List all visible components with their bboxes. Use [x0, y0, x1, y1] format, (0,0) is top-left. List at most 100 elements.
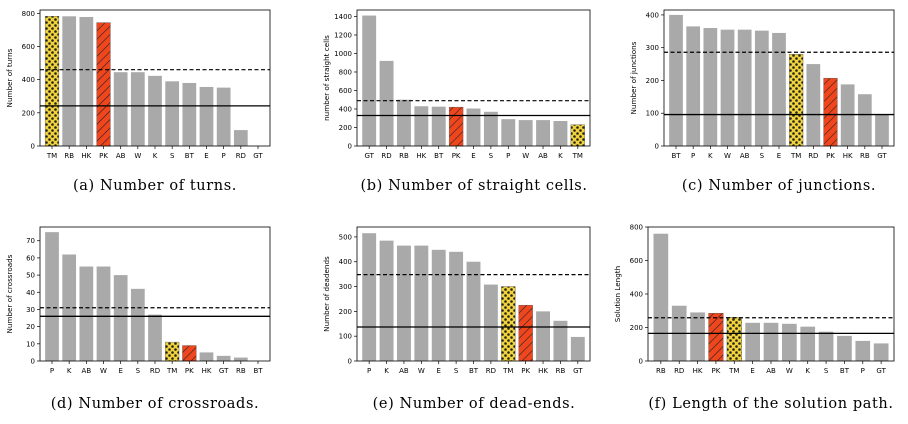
chart-panel-e: P K AB W E S BT RD TM PK HK RB GT0100200300400500Num… — [322, 226, 591, 412]
bar-tm — [165, 341, 180, 362]
x-tick-label: TM — [728, 367, 739, 375]
y-tick-label: 800 — [22, 10, 35, 18]
x-tick-label: RB — [399, 152, 409, 160]
y-tick-label: 100 — [339, 333, 352, 341]
bar-ab — [79, 266, 94, 361]
x-tick-label: GT — [364, 152, 374, 160]
x-tick-label: BT — [253, 367, 263, 375]
x-tick-label: P — [861, 367, 865, 375]
bar-s — [818, 331, 834, 361]
bar-w — [518, 120, 533, 146]
x-tick-label: E — [204, 152, 208, 160]
x-tick-label: PK — [452, 152, 461, 160]
x-tick-label: S — [824, 367, 829, 375]
y-tick-label: 200 — [339, 124, 352, 132]
bar-bt — [669, 14, 683, 146]
bar-e — [113, 275, 128, 361]
axes-frame — [39, 9, 271, 147]
y-tick-label: 50 — [26, 272, 35, 280]
y-tick-label: 600 — [339, 87, 352, 95]
x-tick-label: S — [136, 367, 141, 375]
x-tick-label: S — [170, 152, 175, 160]
y-tick-label: 200 — [630, 324, 643, 332]
x-tick-label: HK — [416, 152, 426, 160]
x-tick-label: BT — [185, 152, 195, 160]
bar-e — [772, 32, 786, 146]
y-tick-label: 0 — [639, 358, 643, 366]
chart-panel-f: RB RD HK PK TM E AB W K S BT P GT 0 200 400 600 800 Soluti… — [613, 224, 895, 412]
bar-s — [130, 288, 145, 361]
x-tick-label: AB — [399, 367, 409, 375]
caption: (f) Length of the solution path. — [648, 396, 893, 412]
y-axis-label: Solution Length — [613, 266, 622, 322]
x-tick-label: AB — [766, 367, 776, 375]
x-tick-label: RB — [860, 152, 870, 160]
bar-rb — [233, 357, 248, 361]
y-tick-label: 0 — [348, 143, 352, 151]
bar-k — [703, 28, 718, 147]
x-tick-label: BT — [671, 152, 681, 160]
bar-s — [754, 30, 769, 146]
y-axis-label: Number of deadends — [322, 256, 331, 332]
y-tick-label: 10 — [26, 340, 35, 348]
bar-ab — [763, 322, 779, 361]
y-tick-label: 30 — [26, 306, 35, 314]
x-tick-label: P — [50, 367, 54, 375]
bar-p — [501, 119, 516, 146]
bar-k — [379, 240, 394, 361]
x-tick-label: BT — [469, 367, 479, 375]
bar-w — [720, 29, 735, 146]
x-tick-label: HK — [538, 367, 548, 375]
x-tick-label: PK — [185, 367, 194, 375]
y-tick-label: 70 — [26, 237, 35, 245]
x-tick-label: AB — [740, 152, 750, 160]
x-tick-label: RD — [150, 367, 160, 375]
x-tick-label: TM — [790, 152, 801, 160]
y-tick-label: 200 — [22, 109, 35, 117]
y-tick-label: 300 — [646, 44, 659, 52]
y-tick-label: 600 — [22, 43, 35, 51]
bar-e — [466, 108, 481, 146]
y-tick-label: 1400 — [334, 13, 352, 21]
y-tick-label: 0 — [31, 358, 35, 366]
x-tick-label: BT — [840, 367, 850, 375]
y-tick-label: 40 — [26, 289, 35, 297]
bar-rb — [653, 233, 669, 361]
caption: (c) Number of junctions. — [682, 178, 876, 194]
bar-hk — [199, 352, 214, 361]
x-tick-label: K — [67, 367, 72, 375]
y-tick-label: 400 — [630, 291, 643, 299]
y-tick-label: 0 — [655, 143, 659, 151]
bar-k — [148, 75, 162, 146]
axes-frame — [356, 9, 591, 147]
bar-gt — [570, 336, 585, 361]
bar-pk — [182, 345, 197, 362]
bar-hk — [414, 106, 429, 146]
x-tick-label: RB — [656, 367, 666, 375]
x-tick-label: W — [786, 367, 793, 375]
x-tick-label: S — [489, 152, 494, 160]
bar-p — [362, 233, 377, 361]
x-tick-label: RB — [556, 367, 566, 375]
axes-frame — [356, 226, 591, 362]
x-tick-label: RD — [808, 152, 818, 160]
x-tick-label: GT — [253, 152, 263, 160]
x-tick-label: RB — [236, 367, 246, 375]
x-tick-label: E — [437, 367, 441, 375]
x-tick-label: P — [367, 367, 371, 375]
bar-e — [199, 86, 214, 146]
bar-rb — [857, 94, 872, 146]
bar-k — [800, 326, 816, 361]
bar-rb — [553, 320, 568, 361]
bar-pk — [96, 22, 111, 147]
y-tick-label: 200 — [646, 77, 659, 85]
y-tick-label: 300 — [339, 283, 352, 291]
y-tick-label: 800 — [339, 68, 352, 76]
y-axis-label: number of straight cells — [322, 35, 331, 121]
x-tick-label: K — [153, 152, 158, 160]
x-tick-label: TM — [572, 152, 583, 160]
x-tick-label: TM — [502, 367, 513, 375]
y-axis-label: Number of crossroads — [5, 254, 14, 333]
chart-panel-c: BT P K W AB S E TM RD PK HK RB GT0100200300400Number… — [629, 9, 895, 194]
